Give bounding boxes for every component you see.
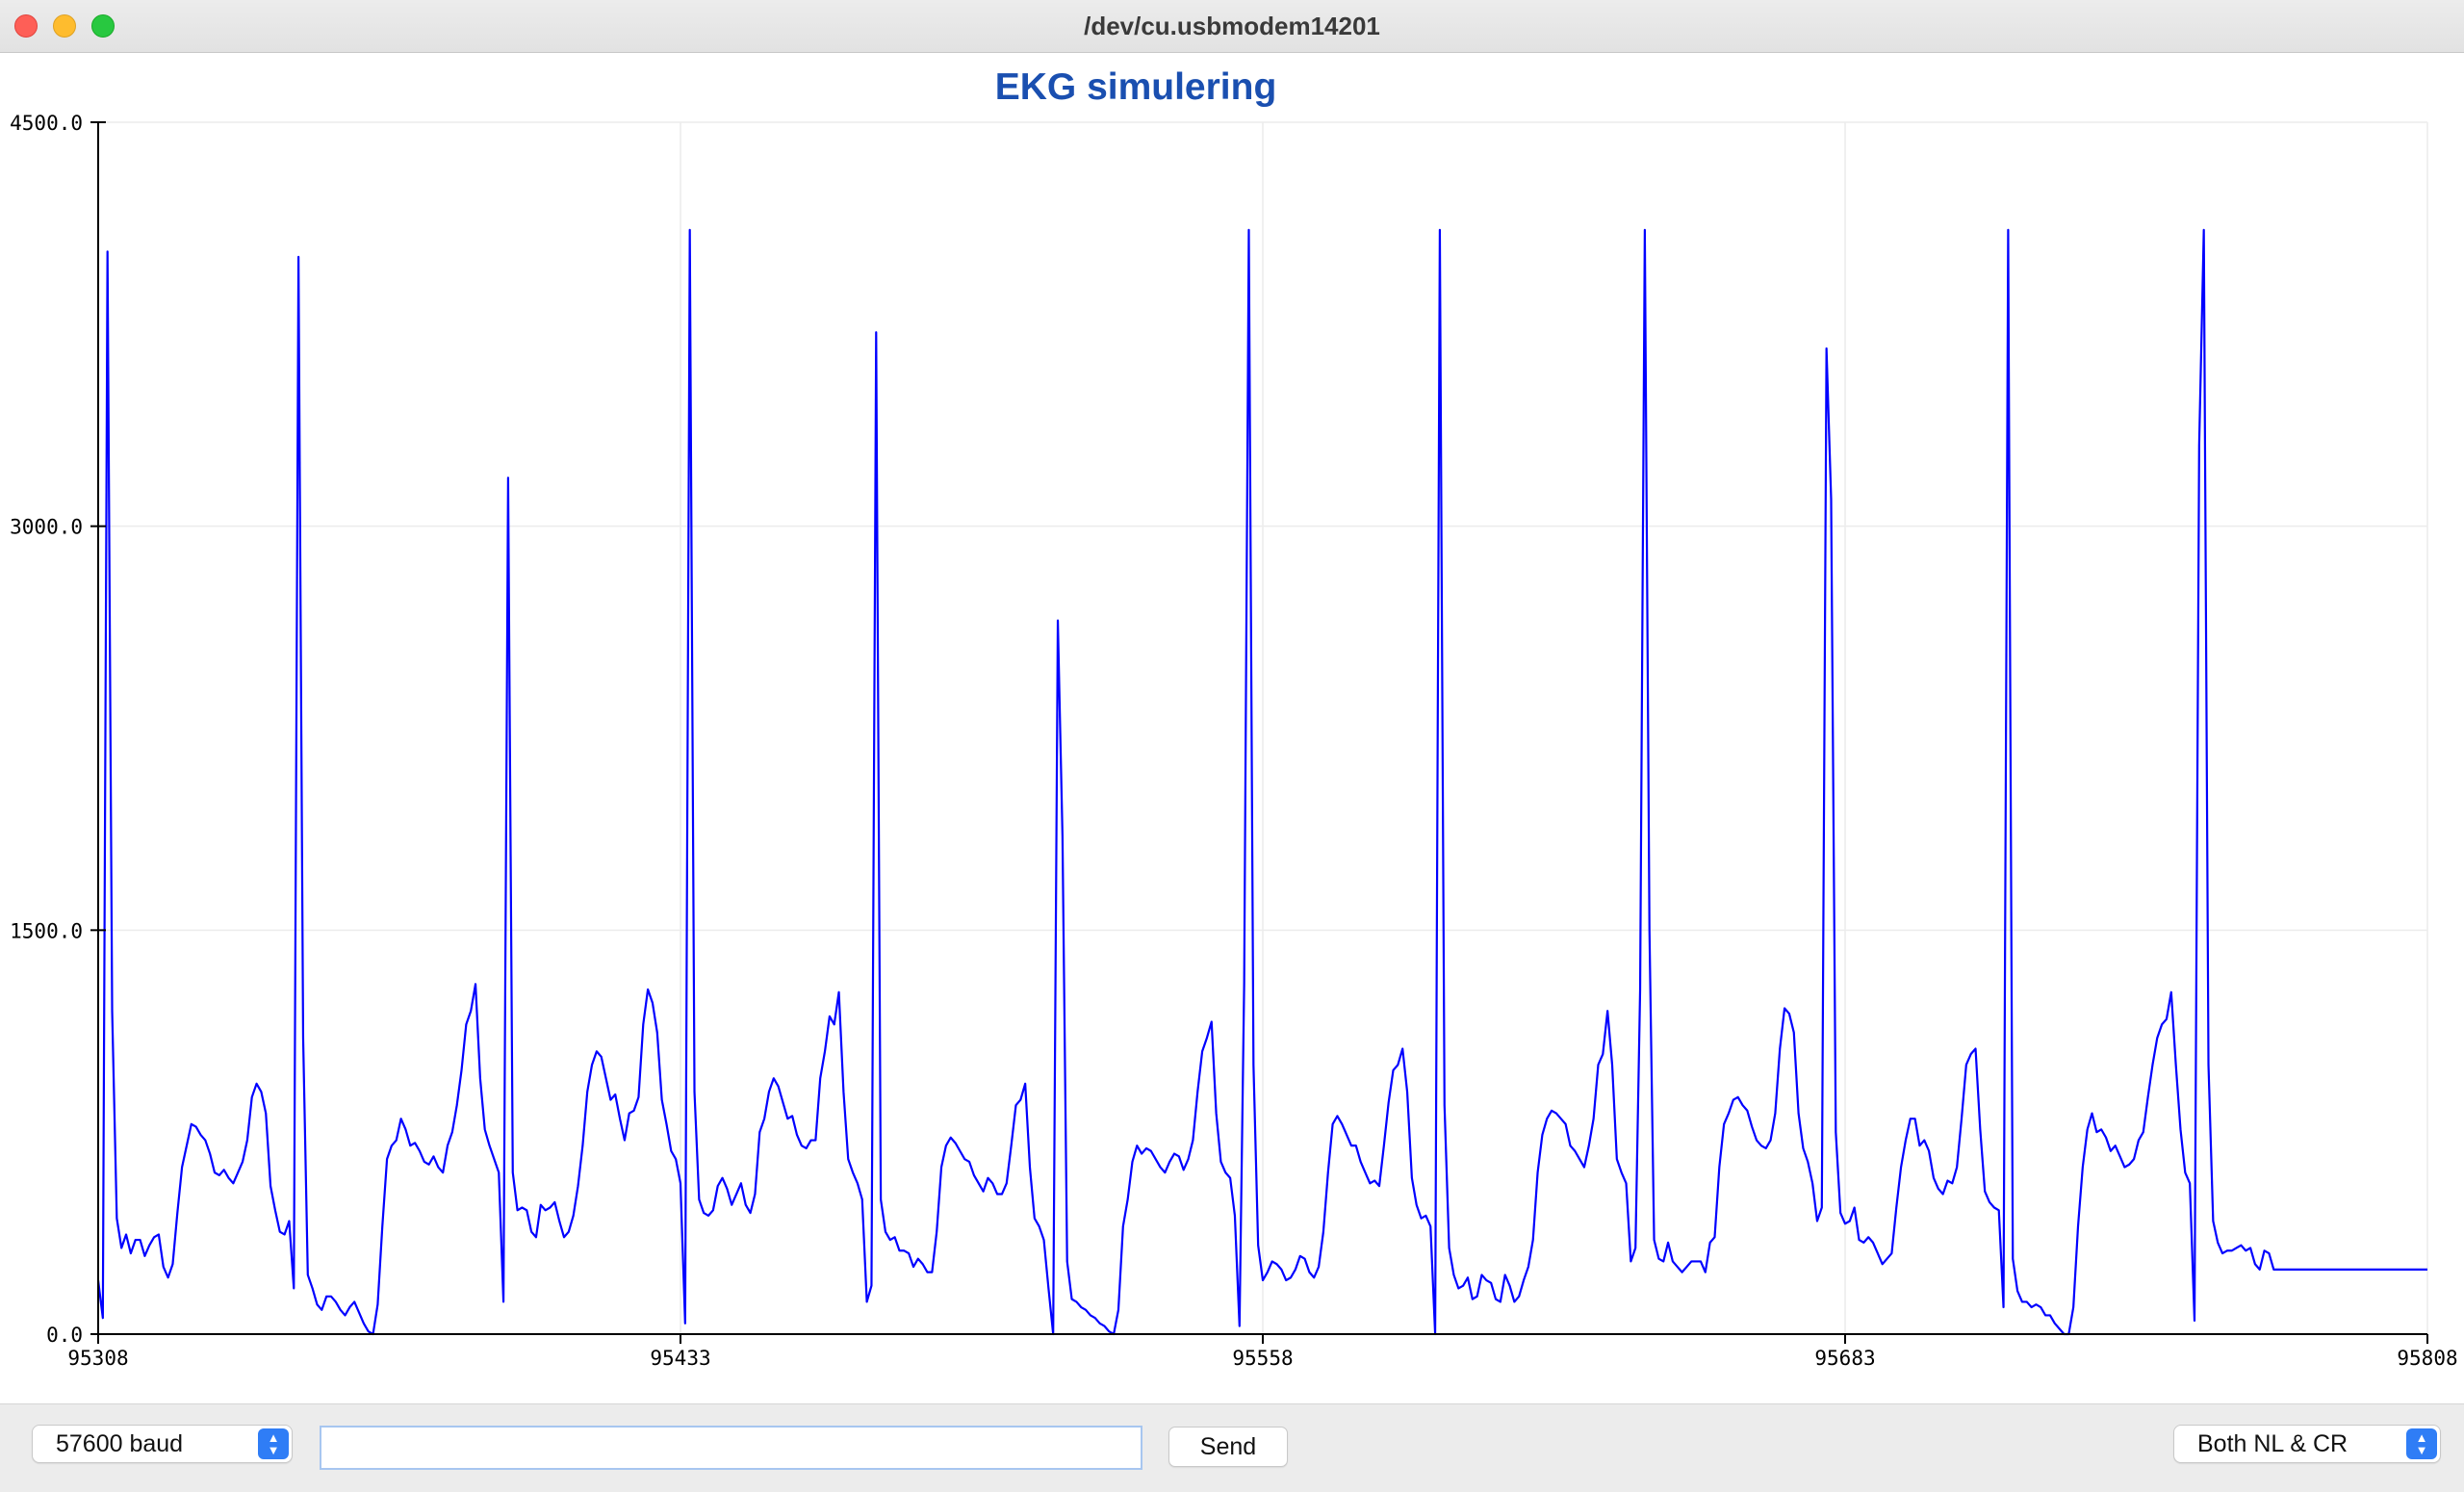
zoom-window-button[interactable] bbox=[91, 14, 115, 38]
control-bar: 57600 baud ▲ ▼ Send Both NL & CR ▲ ▼ bbox=[0, 1403, 2464, 1492]
ekg-series-line bbox=[96, 228, 2427, 1336]
minimize-window-button[interactable] bbox=[53, 14, 76, 38]
x-tick-label: 95433 bbox=[650, 1347, 710, 1370]
x-tick-label: 95683 bbox=[1814, 1347, 1875, 1370]
serial-plotter: 0.0 1500.0 3000.0 4500.0 95308 95433 95558 9568… bbox=[0, 54, 2464, 1403]
window-titlebar: /dev/cu.usbmodem14201 bbox=[0, 0, 2464, 53]
close-window-button[interactable] bbox=[14, 14, 38, 38]
message-input[interactable] bbox=[320, 1426, 1142, 1470]
line-ending-select[interactable]: Both NL & CR ▲ ▼ bbox=[2173, 1425, 2441, 1463]
y-tick-label: 1500.0 bbox=[10, 919, 83, 942]
y-tick-label: 0.0 bbox=[46, 1324, 83, 1347]
chevron-up-down-icon: ▲ ▼ bbox=[258, 1428, 289, 1459]
x-tick-label: 95558 bbox=[1232, 1347, 1293, 1370]
y-tick-label: 3000.0 bbox=[10, 516, 83, 539]
send-button[interactable]: Send bbox=[1168, 1427, 1288, 1467]
y-tick-label: 4500.0 bbox=[10, 112, 83, 135]
x-tick-label: 95808 bbox=[2397, 1347, 2457, 1370]
chart-title: EKG simulering bbox=[995, 66, 1277, 108]
ekg-line-chart: 0.0 1500.0 3000.0 4500.0 95308 95433 95558 9568… bbox=[10, 66, 2457, 1370]
window-title: /dev/cu.usbmodem14201 bbox=[1084, 12, 1380, 40]
baud-rate-value: 57600 baud bbox=[56, 1430, 184, 1457]
chevron-up-down-icon: ▲ ▼ bbox=[2406, 1428, 2437, 1459]
baud-rate-select[interactable]: 57600 baud ▲ ▼ bbox=[32, 1425, 293, 1463]
x-tick-label: 95308 bbox=[67, 1347, 128, 1370]
line-ending-value: Both NL & CR bbox=[2197, 1430, 2348, 1457]
